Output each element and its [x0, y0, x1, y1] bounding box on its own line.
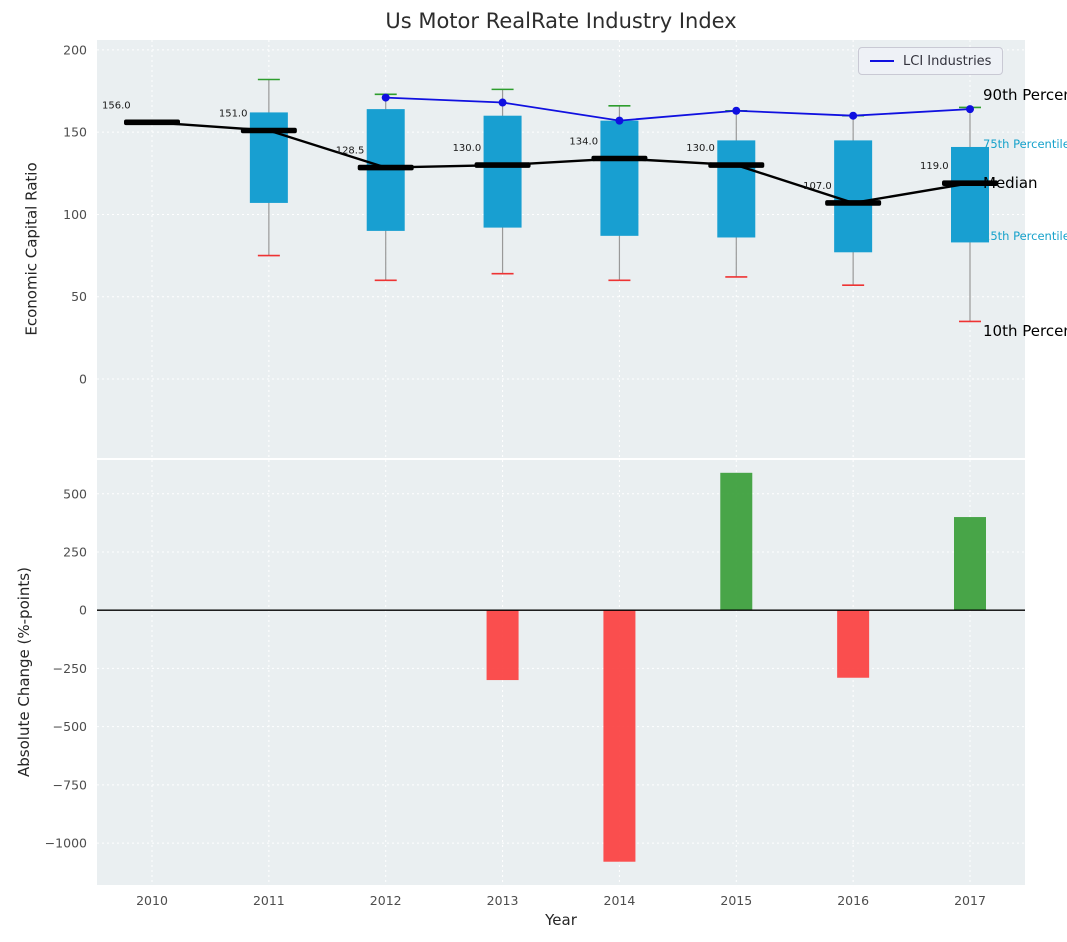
- svg-text:2017: 2017: [954, 893, 986, 908]
- median-value-label: 156.0: [102, 100, 131, 111]
- svg-text:100: 100: [63, 207, 87, 222]
- lci-markers: [381, 93, 974, 125]
- negative-bar: [837, 610, 870, 678]
- median-dash: [124, 119, 180, 126]
- annotation-10th-percentile: 10th Percentile: [983, 322, 1067, 341]
- change-bars: [486, 472, 986, 862]
- svg-text:−1000: −1000: [45, 836, 87, 851]
- svg-text:−250: −250: [53, 661, 87, 676]
- bottom-y-axis-label-text: Absolute Change (%-points): [15, 567, 33, 777]
- annotation-25th-percentile: 25th Percentile: [983, 229, 1067, 244]
- median-dash: [474, 162, 531, 168]
- median-value-label: 130.0: [453, 143, 482, 154]
- lci-line: [385, 96, 971, 122]
- top-plot-area: [97, 40, 1025, 458]
- median-dash: [942, 180, 998, 186]
- iqr-box: [834, 140, 873, 253]
- svg-text:50: 50: [71, 289, 87, 304]
- median-dash: [240, 127, 297, 134]
- svg-text:0: 0: [79, 372, 87, 387]
- svg-text:200: 200: [63, 42, 87, 57]
- svg-text:500: 500: [63, 486, 87, 501]
- median-markers: 156.0 151.0 128.5 130.0 134.0 130.0 107.0 119.0: [102, 100, 998, 206]
- median-value-label: 128.5: [336, 146, 365, 157]
- iqr-box: [483, 115, 522, 228]
- chart-title: Us Motor RealRate Industry Index: [385, 9, 737, 33]
- positive-bar: [720, 472, 753, 611]
- positive-bar: [954, 517, 986, 611]
- iqr-box: [600, 120, 639, 236]
- median-dash: [357, 164, 414, 171]
- x-axis-label: Year: [545, 911, 577, 929]
- median-value-label: 130.0: [686, 143, 715, 154]
- annotation-75th-percentile: 75th Percentile: [983, 136, 1067, 151]
- legend: LCI Industries: [858, 47, 1004, 75]
- bottom-plot-area: [97, 460, 1025, 885]
- median-dash: [591, 155, 648, 162]
- svg-text:2014: 2014: [604, 893, 636, 908]
- svg-text:2015: 2015: [720, 893, 752, 908]
- svg-text:−500: −500: [53, 719, 87, 734]
- median-value-label: 107.0: [803, 181, 832, 192]
- svg-text:2012: 2012: [370, 893, 402, 908]
- median-value-label: 151.0: [219, 109, 248, 120]
- iqr-box: [951, 146, 989, 243]
- svg-text:0: 0: [79, 603, 87, 618]
- annotation-median: Median: [983, 174, 1038, 193]
- negative-bar: [603, 610, 636, 862]
- svg-text:−750: −750: [53, 777, 87, 792]
- negative-bar: [486, 610, 519, 681]
- svg-text:150: 150: [63, 125, 87, 140]
- svg-text:2010: 2010: [136, 893, 168, 908]
- annotation-90th-percentile: 90th Percentile: [983, 86, 1067, 105]
- median-value-label: 119.0: [920, 161, 949, 172]
- median-dash: [708, 162, 765, 168]
- median-dash: [825, 200, 882, 206]
- svg-text:250: 250: [63, 544, 87, 559]
- legend-label: LCI Industries: [903, 53, 992, 69]
- iqr-box: [249, 112, 288, 203]
- iqr-box: [717, 140, 756, 238]
- lci-line-swatch: [870, 60, 894, 62]
- median-line: [151, 121, 971, 205]
- svg-text:2016: 2016: [837, 893, 869, 908]
- top-y-axis-label-text: Economic Capital Ratio: [23, 162, 42, 336]
- svg-text:2011: 2011: [253, 893, 285, 908]
- median-value-label: 134.0: [569, 136, 598, 147]
- svg-text:2013: 2013: [487, 893, 519, 908]
- tick-labels: 2001501005005002500−250−500−750−10002010…: [45, 42, 986, 908]
